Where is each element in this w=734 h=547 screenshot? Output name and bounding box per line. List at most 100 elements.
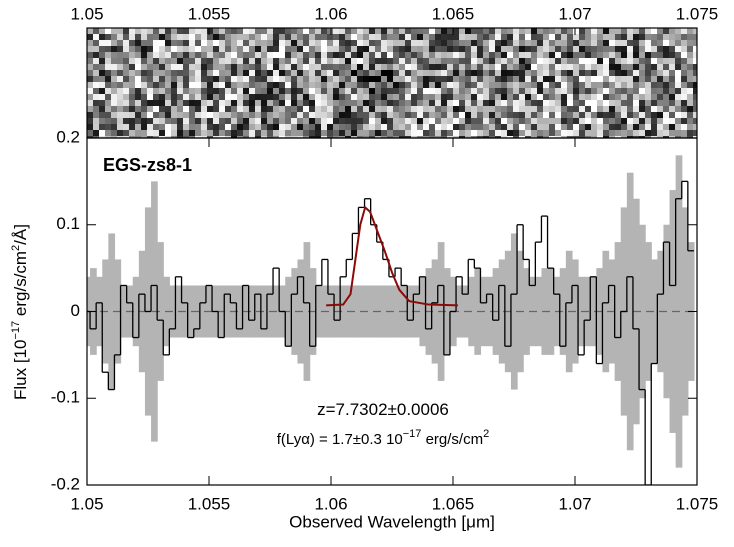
- image-pixel: [237, 82, 243, 88]
- image-pixel: [177, 112, 183, 118]
- image-pixel: [135, 112, 141, 118]
- image-pixel: [417, 118, 423, 124]
- image-pixel: [105, 46, 111, 52]
- image-pixel: [297, 112, 303, 118]
- image-pixel: [207, 28, 213, 34]
- image-pixel: [471, 82, 477, 88]
- image-pixel: [177, 88, 183, 94]
- image-pixel: [255, 124, 261, 130]
- image-pixel: [543, 58, 549, 64]
- image-pixel: [207, 52, 213, 58]
- image-pixel: [519, 52, 525, 58]
- image-pixel: [627, 28, 633, 34]
- image-pixel: [675, 40, 681, 46]
- image-pixel: [399, 112, 405, 118]
- image-pixel: [183, 70, 189, 76]
- image-pixel: [339, 76, 345, 82]
- image-pixel: [621, 34, 627, 40]
- image-pixel: [207, 94, 213, 100]
- image-pixel: [423, 64, 429, 70]
- image-pixel: [591, 64, 597, 70]
- image-pixel: [429, 118, 435, 124]
- image-pixel: [585, 82, 591, 88]
- image-pixel: [591, 28, 597, 34]
- image-pixel: [123, 106, 129, 112]
- image-pixel: [333, 118, 339, 124]
- image-pixel: [189, 58, 195, 64]
- image-pixel: [459, 58, 465, 64]
- image-pixel: [621, 70, 627, 76]
- image-pixel: [411, 124, 417, 130]
- image-pixel: [555, 118, 561, 124]
- image-pixel: [129, 40, 135, 46]
- image-pixel: [291, 100, 297, 106]
- image-pixel: [303, 118, 309, 124]
- image-pixel: [417, 64, 423, 70]
- image-pixel: [405, 106, 411, 112]
- image-pixel: [363, 58, 369, 64]
- image-pixel: [537, 94, 543, 100]
- image-pixel: [381, 124, 387, 130]
- image-pixel: [207, 40, 213, 46]
- image-pixel: [327, 82, 333, 88]
- image-pixel: [273, 130, 279, 136]
- image-pixel: [633, 46, 639, 52]
- image-pixel: [141, 52, 147, 58]
- image-pixel: [627, 76, 633, 82]
- image-pixel: [219, 94, 225, 100]
- image-pixel: [189, 124, 195, 130]
- image-pixel: [123, 28, 129, 34]
- image-pixel: [399, 124, 405, 130]
- image-pixel: [453, 118, 459, 124]
- image-pixel: [651, 28, 657, 34]
- image-pixel: [93, 28, 99, 34]
- image-pixel: [573, 106, 579, 112]
- image-pixel: [171, 52, 177, 58]
- image-pixel: [639, 100, 645, 106]
- image-pixel: [303, 112, 309, 118]
- image-pixel: [153, 40, 159, 46]
- image-pixel: [615, 118, 621, 124]
- image-pixel: [669, 124, 675, 130]
- image-pixel: [675, 118, 681, 124]
- image-pixel: [291, 136, 297, 138]
- image-pixel: [315, 118, 321, 124]
- image-pixel: [333, 76, 339, 82]
- image-pixel: [465, 40, 471, 46]
- image-pixel: [153, 34, 159, 40]
- error-band: [260, 285, 268, 338]
- image-pixel: [219, 124, 225, 130]
- image-pixel: [213, 40, 219, 46]
- image-pixel: [171, 112, 177, 118]
- image-pixel: [93, 82, 99, 88]
- image-pixel: [417, 124, 423, 130]
- image-pixel: [663, 64, 669, 70]
- image-pixel: [159, 34, 165, 40]
- y-tick-label: -0.1: [51, 388, 80, 407]
- image-pixel: [183, 46, 189, 52]
- image-pixel: [357, 106, 363, 112]
- image-pixel: [417, 136, 423, 138]
- image-pixel: [195, 136, 201, 138]
- image-pixel: [99, 46, 105, 52]
- image-pixel: [627, 124, 633, 130]
- image-pixel: [549, 94, 555, 100]
- image-pixel: [405, 28, 411, 34]
- image-pixel: [693, 34, 697, 40]
- image-pixel: [351, 70, 357, 76]
- image-pixel: [393, 76, 399, 82]
- error-band: [523, 268, 530, 355]
- image-pixel: [465, 64, 471, 70]
- image-pixel: [549, 106, 555, 112]
- image-pixel: [141, 64, 147, 70]
- image-pixel: [291, 46, 297, 52]
- image-pixel: [525, 106, 531, 112]
- image-pixel: [603, 34, 609, 40]
- image-pixel: [285, 100, 291, 106]
- axes: 1.051.051.0551.0551.061.061.0651.0651.07…: [51, 4, 719, 513]
- image-pixel: [117, 88, 123, 94]
- image-pixel: [597, 124, 603, 130]
- image-pixel: [243, 118, 249, 124]
- image-pixel: [135, 100, 141, 106]
